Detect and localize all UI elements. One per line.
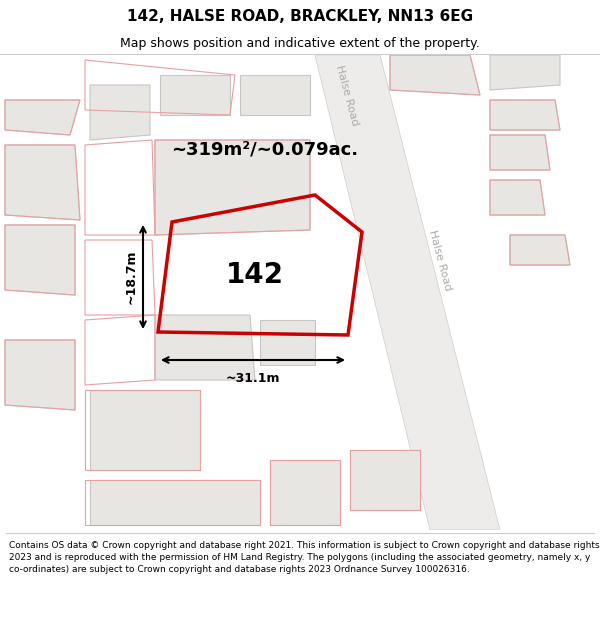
Polygon shape [240, 75, 310, 115]
Text: ~18.7m: ~18.7m [125, 250, 138, 304]
Text: Map shows position and indicative extent of the property.: Map shows position and indicative extent… [120, 38, 480, 51]
Polygon shape [490, 55, 560, 90]
Polygon shape [315, 55, 500, 530]
Polygon shape [5, 225, 75, 295]
Polygon shape [260, 320, 315, 365]
Polygon shape [90, 480, 260, 525]
Text: ~319m²/~0.079ac.: ~319m²/~0.079ac. [172, 141, 359, 159]
Polygon shape [5, 340, 75, 410]
Text: 142, HALSE ROAD, BRACKLEY, NN13 6EG: 142, HALSE ROAD, BRACKLEY, NN13 6EG [127, 9, 473, 24]
Polygon shape [490, 135, 550, 170]
Polygon shape [350, 450, 420, 510]
Polygon shape [90, 390, 200, 470]
Polygon shape [270, 460, 340, 525]
Polygon shape [510, 235, 570, 265]
Polygon shape [155, 315, 255, 380]
Polygon shape [5, 100, 80, 135]
Text: Contains OS data © Crown copyright and database right 2021. This information is : Contains OS data © Crown copyright and d… [9, 541, 599, 574]
Text: Halse Road: Halse Road [427, 229, 453, 291]
Text: Halse Road: Halse Road [334, 64, 360, 126]
Polygon shape [5, 145, 80, 220]
Polygon shape [490, 180, 545, 215]
Text: 142: 142 [226, 261, 284, 289]
Polygon shape [390, 55, 480, 95]
Polygon shape [160, 75, 230, 115]
Polygon shape [90, 85, 150, 140]
Polygon shape [490, 100, 560, 130]
Polygon shape [155, 140, 310, 235]
Text: ~31.1m: ~31.1m [226, 372, 280, 385]
